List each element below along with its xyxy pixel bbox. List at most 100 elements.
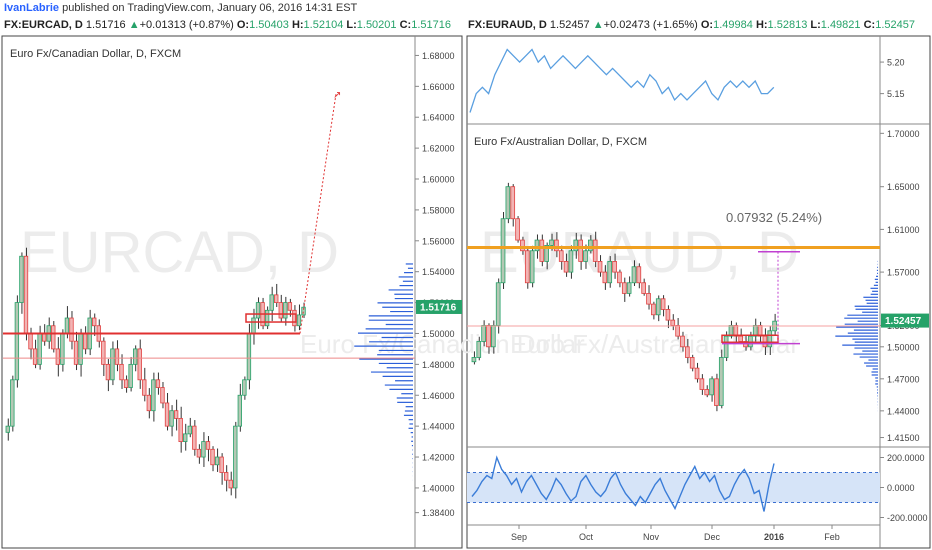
left-volume-profile xyxy=(354,263,413,481)
candle-body xyxy=(549,239,554,246)
candle-body xyxy=(554,239,559,252)
candle-body xyxy=(762,335,768,348)
right-chart-frame xyxy=(466,35,931,549)
candle-body xyxy=(205,441,211,450)
candle-body xyxy=(641,282,646,294)
candle-body xyxy=(723,335,729,358)
tick-label: 1.56000 xyxy=(422,236,455,246)
right-range-box[interactable] xyxy=(721,334,779,344)
candle-body xyxy=(164,402,170,427)
candle-body xyxy=(714,378,719,406)
candle-body xyxy=(110,348,115,381)
left-low: 1.50201 xyxy=(356,19,397,31)
candle-body xyxy=(738,335,743,342)
candle-body xyxy=(82,333,88,350)
left-watermark-sub: Euro Fx/Canadian Dollar xyxy=(300,329,585,359)
right-price-tag: 1.52457 xyxy=(881,313,929,328)
candle-body xyxy=(563,261,569,273)
left-price-tag: 1.51716 xyxy=(416,299,462,314)
candle-body xyxy=(490,325,496,348)
candle-body xyxy=(246,333,252,381)
candle-body xyxy=(655,298,661,316)
candle-body xyxy=(626,282,632,294)
candle-body xyxy=(476,341,482,358)
right-candles xyxy=(471,182,777,412)
candle-body xyxy=(60,333,65,365)
candle-body xyxy=(137,348,142,381)
candle-body xyxy=(160,387,165,404)
candle-body xyxy=(114,348,120,365)
candle-body xyxy=(510,186,516,220)
candle-body xyxy=(255,302,261,319)
right-volume-profile xyxy=(835,260,878,412)
cci-line xyxy=(471,455,775,512)
candle-body xyxy=(636,266,642,284)
candle-body xyxy=(718,357,724,406)
candle-body xyxy=(228,479,233,489)
tick-label: 5.15 xyxy=(887,89,905,99)
candle-body xyxy=(132,348,138,365)
candle-body xyxy=(651,303,656,316)
left-projection-arrow[interactable] xyxy=(299,93,337,334)
up-arrow-icon: ▲ xyxy=(128,19,140,31)
candle-body xyxy=(183,433,188,442)
left-open: 1.50403 xyxy=(249,19,289,31)
tick-label: 1.62000 xyxy=(422,144,455,154)
right-last: 1.52457 xyxy=(549,19,590,31)
candle-body xyxy=(529,250,535,284)
measure-label: 0.07932 (5.24%) xyxy=(726,210,822,225)
candle-body xyxy=(42,333,47,342)
candle-body xyxy=(123,379,129,388)
left-symbol-header: FX:EURCAD, D 1.51716 ▲+0.01313 (+0.87%) … xyxy=(4,19,451,31)
candle-body xyxy=(607,261,613,284)
candle-body xyxy=(515,218,520,241)
candle-body xyxy=(101,340,106,365)
candle-body xyxy=(264,309,270,327)
tick-label: 1.44000 xyxy=(887,406,920,416)
candle-body xyxy=(733,325,739,337)
left-symbol[interactable]: FX:EURCAD, D xyxy=(4,19,83,31)
candle-body xyxy=(169,410,174,427)
candle-body xyxy=(5,425,10,433)
candle-body xyxy=(278,302,283,319)
candle-body xyxy=(178,418,183,442)
candle-body xyxy=(694,367,700,380)
candle-body xyxy=(192,425,197,450)
candle-body xyxy=(752,325,758,337)
left-range-box[interactable] xyxy=(245,313,297,323)
publish-bar: IvanLabrie published on TradingView.com,… xyxy=(0,0,932,16)
candle-body xyxy=(269,294,274,311)
tick-label: 1.60000 xyxy=(422,175,455,185)
ratio-axis: 5.20 5.15 xyxy=(880,58,905,99)
candle-body xyxy=(214,456,220,466)
tick-label: 1.70000 xyxy=(887,129,920,139)
candle-body xyxy=(534,239,540,252)
tick-label: 1.50000 xyxy=(887,342,920,352)
candle-body xyxy=(14,302,20,381)
candle-body xyxy=(728,325,734,337)
candle-body xyxy=(37,333,42,365)
right-price-axis: 1.700001.650001.610001.570001.520001.500… xyxy=(880,129,920,443)
candle-body xyxy=(495,282,501,326)
candle-body xyxy=(602,271,608,284)
tick-label: 1.44000 xyxy=(422,422,455,432)
candle-body xyxy=(573,239,579,252)
candle-body xyxy=(588,239,593,252)
tick-label: 5.20 xyxy=(887,58,905,68)
tick-label: 1.66000 xyxy=(422,82,455,92)
candle-body xyxy=(670,319,676,326)
candle-body xyxy=(237,394,243,427)
x-tick-label: Oct xyxy=(579,532,594,542)
candle-body xyxy=(520,239,525,252)
right-low: 1.49821 xyxy=(820,19,861,31)
author-link[interactable]: IvanLabrie xyxy=(4,2,60,14)
candle-body xyxy=(119,363,124,381)
candle-body xyxy=(757,325,763,337)
candle-body xyxy=(500,218,506,284)
candle-body xyxy=(151,379,156,412)
right-symbol[interactable]: FX:EURAUD, D xyxy=(468,19,547,31)
candle-body xyxy=(689,357,695,369)
tick-label: 1.65000 xyxy=(887,182,920,192)
candle-body xyxy=(92,317,97,327)
